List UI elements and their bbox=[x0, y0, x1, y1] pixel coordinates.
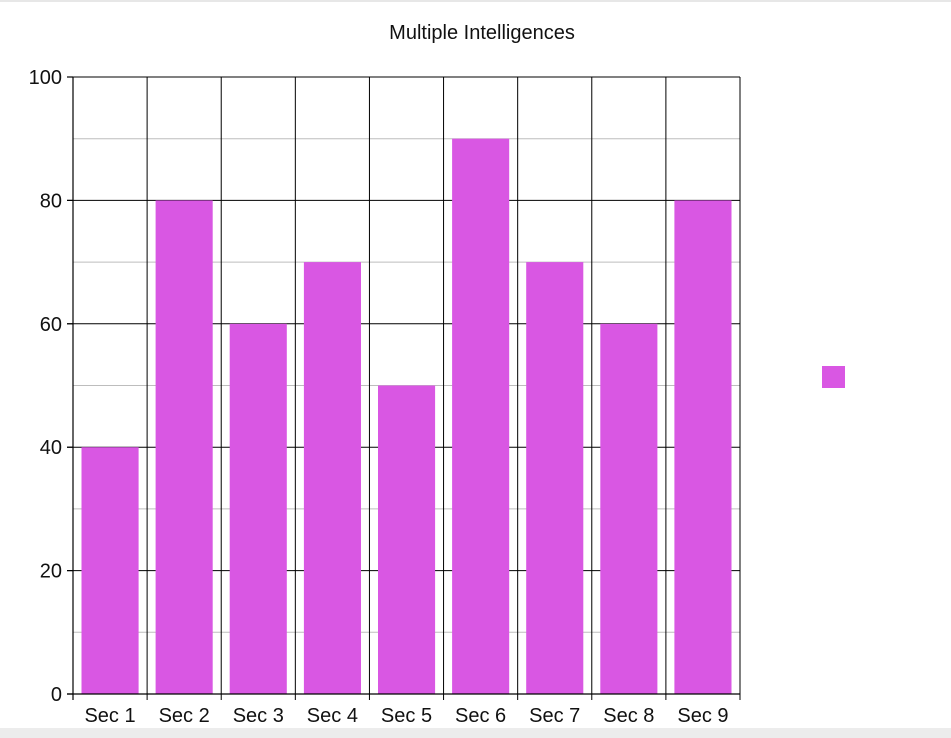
x-tick-label: Sec 3 bbox=[233, 705, 284, 727]
y-tick-label: 60 bbox=[40, 314, 62, 336]
x-tick-label: Sec 5 bbox=[381, 705, 432, 727]
bar bbox=[674, 200, 732, 694]
bar bbox=[229, 323, 287, 694]
y-tick-label: 20 bbox=[40, 561, 62, 583]
bar bbox=[600, 323, 658, 694]
chart-title: Multiple Intelligences bbox=[389, 22, 575, 44]
x-tick-label: Sec 8 bbox=[603, 705, 654, 727]
bar bbox=[303, 262, 361, 694]
y-tick-label: 40 bbox=[40, 437, 62, 459]
bar bbox=[526, 262, 584, 694]
legend-swatch bbox=[822, 366, 845, 388]
x-tick-label: Sec 7 bbox=[529, 705, 580, 727]
y-tick-label: 80 bbox=[40, 190, 62, 212]
x-tick-label: Sec 9 bbox=[677, 705, 728, 727]
bar bbox=[155, 200, 213, 694]
axes: 0 20 40 60 80 100 Sec 1 Sec 2 Sec 3 Sec 4 Sec 5 Sec… bbox=[29, 67, 740, 727]
bars bbox=[81, 138, 732, 694]
x-tick-label: Sec 6 bbox=[455, 705, 506, 727]
bar bbox=[378, 385, 436, 694]
legend bbox=[822, 366, 845, 388]
x-tick-label: Sec 4 bbox=[307, 705, 358, 727]
y-tick-label: 0 bbox=[51, 684, 62, 706]
bar bbox=[452, 138, 510, 694]
bottom-strip bbox=[0, 728, 951, 738]
x-tick-label: Sec 2 bbox=[159, 705, 210, 727]
x-tick-label: Sec 1 bbox=[84, 705, 135, 727]
y-tick-label: 100 bbox=[29, 67, 62, 89]
bar bbox=[81, 447, 139, 694]
